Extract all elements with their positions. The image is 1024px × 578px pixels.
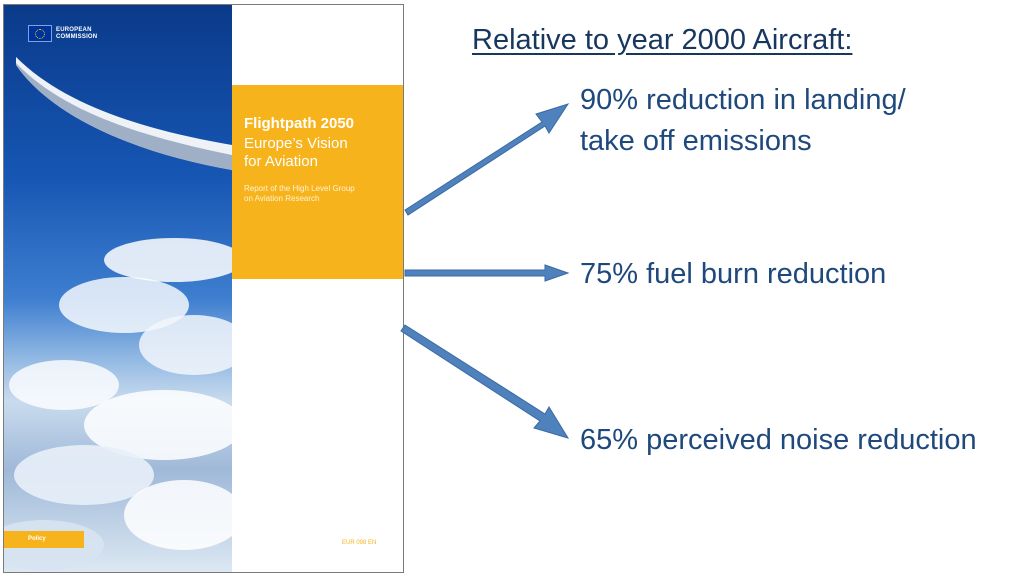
point-landing-emissions: 90% reduction in landing/ take off emiss… — [580, 80, 906, 162]
logo-line-2: COMMISSION — [56, 33, 98, 40]
point-3-line-1: 65% perceived noise reduction — [580, 424, 977, 456]
cloud — [9, 360, 119, 410]
point-1-line-1: 90% reduction in landing/ — [580, 84, 906, 116]
arrow-right — [404, 264, 570, 282]
cover-subtitle: Europe’s Vision for Aviation — [244, 135, 399, 171]
cover-report-text: Report of the High Level Group on Aviati… — [244, 184, 399, 204]
cloud — [84, 390, 232, 460]
cloud — [139, 315, 232, 375]
cover-subtitle-line-2: for Aviation — [244, 153, 318, 170]
cloud — [104, 238, 232, 282]
sky-photo: EUROPEAN COMMISSION Policy — [4, 5, 232, 572]
wing-shape — [16, 57, 232, 170]
logo-line-1: EUROPEAN — [56, 26, 92, 33]
report-cover: EUROPEAN COMMISSION Policy Flightpath 20… — [3, 4, 404, 573]
cover-title-panel: Flightpath 2050 Europe’s Vision for Avia… — [232, 85, 403, 279]
european-commission-logo: EUROPEAN COMMISSION — [28, 25, 97, 42]
cover-subtitle-line-1: Europe’s Vision — [244, 135, 348, 152]
cover-report-line-1: Report of the High Level Group — [244, 184, 355, 193]
arrow-up-right — [404, 103, 570, 216]
point-noise: 65% perceived noise reduction — [580, 420, 977, 461]
policy-label: Policy — [4, 531, 84, 548]
point-1-line-2: take off emissions — [580, 125, 812, 157]
cover-title: Flightpath 2050 — [244, 115, 355, 132]
eu-flag-icon — [28, 25, 52, 42]
cloud — [14, 445, 154, 505]
cloud — [59, 277, 189, 333]
wing-and-clouds-illustration — [4, 57, 232, 570]
wing-shadow — [16, 63, 232, 170]
logo-text: EUROPEAN COMMISSION — [56, 27, 97, 41]
arrow-down-right — [400, 324, 570, 439]
slide-heading: Relative to year 2000 Aircraft: — [472, 24, 853, 56]
cloud — [124, 480, 232, 550]
point-2-line-1: 75% fuel burn reduction — [580, 258, 887, 290]
point-fuel-burn: 75% fuel burn reduction — [580, 254, 886, 295]
report-code: EUR 098 EN — [342, 540, 377, 546]
cover-report-line-2: on Aviation Research — [244, 194, 320, 203]
